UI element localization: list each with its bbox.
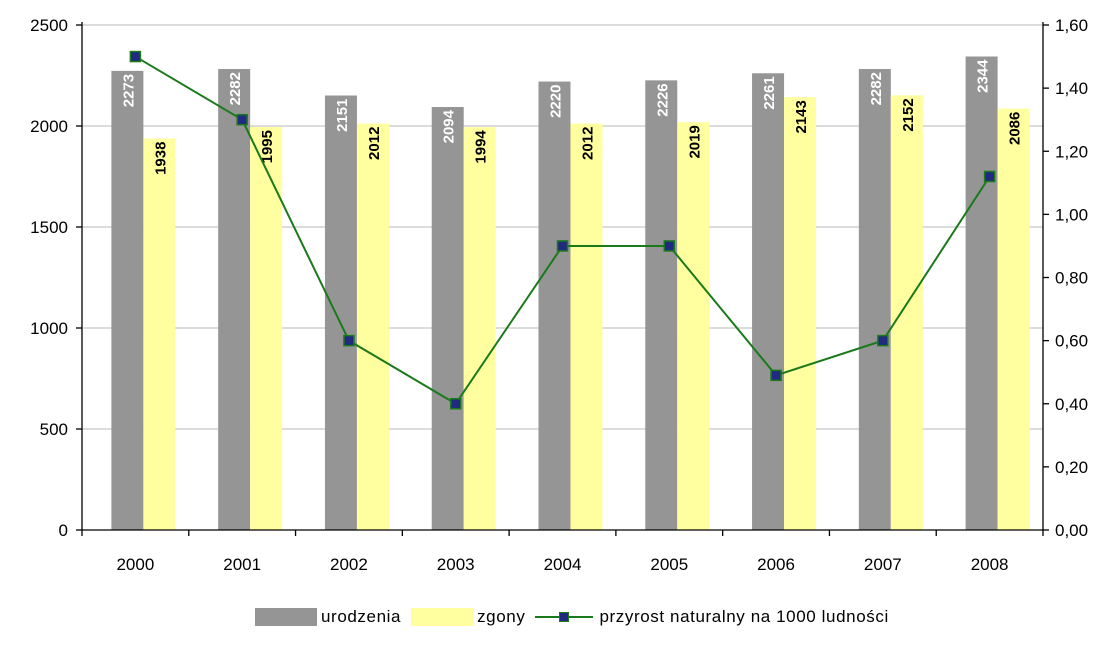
legend-item-przyrost: przyrost naturalny na 1000 ludności [535, 607, 888, 627]
bar-zgony-2007 [890, 95, 923, 531]
line-point-2005 [663, 240, 676, 252]
bar-urodzenia-2006 [752, 73, 785, 530]
data-label-urodzenia-2007: 2282 [868, 72, 885, 105]
x-tick-label: 2005 [650, 555, 688, 574]
data-label-urodzenia-2001: 2282 [227, 72, 244, 105]
data-label-urodzenia-2003: 2094 [441, 109, 458, 143]
x-tick-label: 2004 [544, 555, 582, 574]
bar-urodzenia-2005 [645, 80, 678, 531]
line-point-2002 [343, 334, 355, 347]
bar-urodzenia-2004 [538, 81, 571, 530]
bar-urodzenia-2000 [111, 70, 144, 530]
bar-zgony-2001 [250, 127, 283, 530]
data-label-urodzenia-2005: 2226 [654, 83, 671, 116]
data-label-zgony-2006: 2143 [793, 100, 810, 133]
legend-swatch-przyrost [535, 608, 594, 626]
legend-label-przyrost: przyrost naturalny na 1000 ludności [599, 607, 889, 626]
data-label-zgony-2002: 2012 [366, 127, 383, 160]
legend-swatch-zgony [411, 608, 474, 626]
data-label-zgony-2004: 2012 [580, 127, 597, 160]
data-label-urodzenia-2000: 2273 [120, 74, 137, 107]
line-point-2000 [129, 50, 142, 63]
bar-urodzenia-2002 [324, 95, 357, 531]
bar-urodzenia-2003 [431, 107, 464, 531]
bar-urodzenia-2008 [965, 56, 998, 531]
x-tick-label: 2000 [116, 555, 154, 574]
y-right-tick-label: 1,60 [1055, 16, 1088, 35]
y-right-tick-label: 0,20 [1055, 458, 1088, 477]
legend-label-zgony: zgony [477, 607, 526, 626]
data-label-zgony-2005: 2019 [686, 125, 703, 158]
line-point-2007 [877, 334, 889, 347]
legend: urodzenia zgony przyrost naturalny na 10… [255, 606, 899, 628]
y-left-tick-label: 1000 [30, 319, 68, 338]
y-left-tick-label: 2000 [30, 117, 68, 136]
bar-zgony-2003 [463, 127, 496, 530]
bar-zgony-2004 [570, 123, 603, 531]
y-left-tick-label: 500 [40, 420, 68, 439]
y-left-tick-label: 0 [59, 521, 68, 540]
y-left-tick-label: 1500 [30, 218, 68, 237]
data-label-zgony-2001: 1995 [259, 130, 276, 163]
x-tick-label: 2007 [864, 555, 902, 574]
data-label-zgony-2007: 2152 [900, 98, 917, 131]
bar-zgony-2006 [784, 97, 817, 530]
y-right-tick-label: 0,80 [1055, 269, 1088, 288]
line-point-2003 [449, 398, 462, 410]
bar-zgony-2002 [356, 123, 389, 531]
legend-item-zgony: zgony [411, 607, 525, 627]
line-point-2008 [983, 170, 996, 183]
data-label-urodzenia-2004: 2220 [548, 85, 565, 118]
y-right-tick-label: 0,40 [1055, 395, 1088, 414]
x-tick-label: 2006 [757, 555, 795, 574]
bar-zgony-2008 [997, 108, 1030, 531]
y-left-tick-label: 2500 [30, 16, 68, 35]
x-tick-label: 2002 [330, 555, 368, 574]
data-label-zgony-2008: 2086 [1007, 112, 1024, 145]
bar-zgony-2005 [677, 122, 710, 531]
legend-swatch-urodzenia [255, 608, 317, 626]
bar-urodzenia-2001 [218, 69, 251, 530]
y-right-tick-label: 1,40 [1055, 79, 1088, 98]
legend-label-urodzenia: urodzenia [321, 607, 402, 626]
line-point-2006 [770, 369, 782, 382]
line-point-2001 [236, 113, 248, 126]
data-label-urodzenia-2008: 2344 [975, 59, 992, 93]
x-tick-label: 2008 [971, 555, 1009, 574]
line-point-2004 [556, 240, 569, 252]
x-tick-label: 2003 [437, 555, 475, 574]
y-right-tick-label: 1,20 [1055, 142, 1088, 161]
data-label-zgony-2003: 1994 [473, 130, 490, 164]
bar-urodzenia-2007 [858, 69, 891, 530]
data-label-zgony-2000: 1938 [152, 142, 169, 175]
y-right-tick-label: 1,00 [1055, 205, 1088, 224]
data-label-urodzenia-2006: 2261 [761, 76, 778, 109]
data-label-urodzenia-2002: 2151 [334, 98, 351, 131]
bar-zgony-2000 [143, 138, 176, 531]
legend-item-urodzenia: urodzenia [255, 607, 401, 627]
x-tick-label: 2001 [223, 555, 261, 574]
y-right-tick-label: 0,00 [1055, 521, 1088, 540]
y-right-tick-label: 0,60 [1055, 332, 1088, 351]
